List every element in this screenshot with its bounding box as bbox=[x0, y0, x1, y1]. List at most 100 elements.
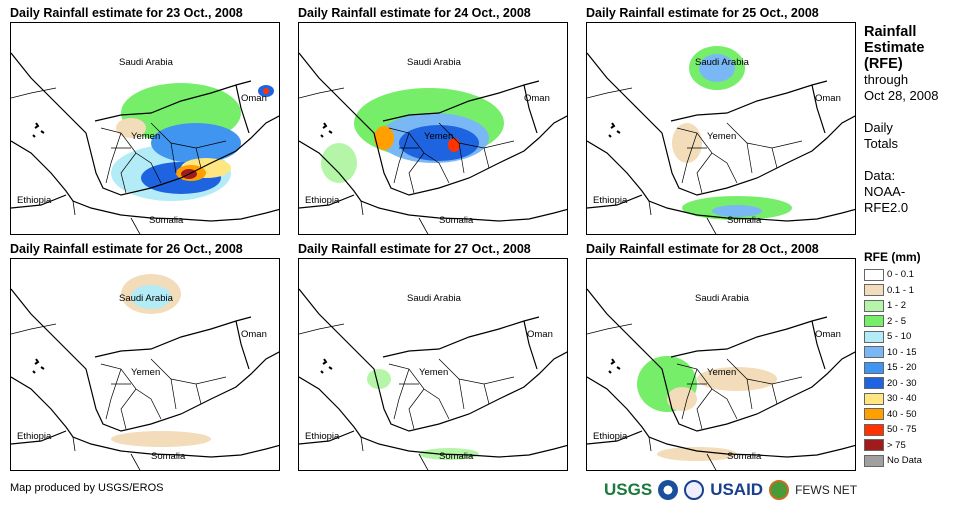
legend-item: 1 - 2 bbox=[864, 298, 922, 314]
legend-label: 30 - 40 bbox=[887, 393, 917, 405]
label-somalia: Somalia bbox=[727, 215, 762, 226]
map-panel-26: Saudi Arabia Yemen Oman Ethiopia Somalia bbox=[10, 258, 280, 471]
panel-title-23: Daily Rainfall estimate for 23 Oct., 200… bbox=[10, 6, 243, 20]
usaid-logo: USAID bbox=[710, 480, 764, 499]
legend-swatch bbox=[864, 423, 884, 436]
info-title-2: Estimate bbox=[864, 40, 925, 56]
legend-label: > 75 bbox=[887, 439, 906, 451]
info-daily: Daily bbox=[864, 120, 893, 135]
info-through: through bbox=[864, 72, 909, 87]
label-saudi-arabia: Saudi Arabia bbox=[695, 293, 749, 304]
legend-label: 10 - 15 bbox=[887, 346, 917, 358]
legend-swatch bbox=[864, 454, 884, 467]
legend-swatch bbox=[864, 330, 884, 343]
label-saudi-arabia: Saudi Arabia bbox=[407, 293, 461, 304]
legend-label: 20 - 30 bbox=[887, 377, 917, 389]
legend-item: 50 - 75 bbox=[864, 422, 922, 438]
label-saudi-arabia: Saudi Arabia bbox=[407, 57, 461, 68]
legend-item: > 75 bbox=[864, 438, 922, 454]
label-somalia: Somalia bbox=[149, 215, 184, 226]
label-ethiopia: Ethiopia bbox=[593, 195, 628, 206]
noaa-logo bbox=[658, 480, 679, 500]
legend-label: 1 - 2 bbox=[887, 300, 907, 312]
label-oman: Oman bbox=[815, 93, 841, 104]
footer-credit: Map produced by USGS/EROS bbox=[10, 482, 164, 494]
label-oman: Oman bbox=[524, 93, 550, 104]
legend-swatch bbox=[864, 299, 884, 312]
legend-swatch bbox=[864, 392, 884, 405]
map-panel-24: Saudi Arabia Yemen Oman Ethiopia Somalia bbox=[298, 22, 568, 235]
info-data: Data: bbox=[864, 168, 896, 183]
panel-title-27: Daily Rainfall estimate for 27 Oct., 200… bbox=[298, 242, 531, 256]
legend-item: 0 - 0.1 bbox=[864, 267, 922, 283]
label-ethiopia: Ethiopia bbox=[305, 431, 340, 442]
legend: RFE (mm) 0 - 0.1 0.1 - 1 1 - 2 2 - 5 5 - 10 1… bbox=[864, 250, 922, 469]
info-source-1: NOAA- bbox=[864, 184, 906, 199]
rainfall-map bbox=[587, 288, 855, 470]
legend-item: 2 - 5 bbox=[864, 314, 922, 330]
legend-swatch bbox=[864, 361, 884, 374]
map-info: Rainfall Estimate (RFE) through Oct 28, … bbox=[864, 24, 938, 216]
legend-swatch bbox=[864, 377, 884, 390]
panel-title-25: Daily Rainfall estimate for 25 Oct., 200… bbox=[586, 6, 819, 20]
info-totals: Totals bbox=[864, 136, 898, 151]
info-title-1: Rainfall bbox=[864, 24, 917, 40]
rainfall-map bbox=[587, 46, 855, 234]
legend-label: 0.1 - 1 bbox=[887, 284, 914, 296]
legend-item: 5 - 10 bbox=[864, 329, 922, 345]
logos: USGS USAID FEWS NET bbox=[604, 480, 857, 500]
label-yemen: Yemen bbox=[131, 131, 161, 142]
label-yemen: Yemen bbox=[419, 367, 449, 378]
legend-swatch bbox=[864, 346, 884, 359]
legend-label: 50 - 75 bbox=[887, 424, 917, 436]
legend-item: 15 - 20 bbox=[864, 360, 922, 376]
label-yemen: Yemen bbox=[131, 367, 161, 378]
label-ethiopia: Ethiopia bbox=[305, 195, 340, 206]
legend-item: 40 - 50 bbox=[864, 407, 922, 423]
label-ethiopia: Ethiopia bbox=[17, 431, 52, 442]
label-oman: Oman bbox=[241, 93, 267, 104]
panel-title-28: Daily Rainfall estimate for 28 Oct., 200… bbox=[586, 242, 819, 256]
legend-label: No Data bbox=[887, 455, 922, 467]
info-title-3: (RFE) bbox=[864, 56, 903, 72]
legend-label: 0 - 0.1 bbox=[887, 269, 914, 281]
label-oman: Oman bbox=[527, 329, 553, 340]
map-panel-25: Saudi Arabia Yemen Oman Ethiopia Somalia bbox=[586, 22, 856, 235]
legend-item: 30 - 40 bbox=[864, 391, 922, 407]
panel-title-26: Daily Rainfall estimate for 26 Oct., 200… bbox=[10, 242, 243, 256]
legend-label: 40 - 50 bbox=[887, 408, 917, 420]
label-saudi-arabia: Saudi Arabia bbox=[695, 57, 749, 68]
label-oman: Oman bbox=[241, 329, 267, 340]
legend-swatch bbox=[864, 408, 884, 421]
legend-label: 15 - 20 bbox=[887, 362, 917, 374]
rainfall-map bbox=[299, 288, 567, 470]
usaid-seal bbox=[684, 480, 705, 500]
fews-globe-icon bbox=[769, 480, 790, 500]
label-somalia: Somalia bbox=[151, 451, 186, 462]
legend-title: RFE (mm) bbox=[864, 250, 921, 264]
legend-swatch bbox=[864, 439, 884, 452]
rainfall-map bbox=[11, 274, 279, 470]
legend-label: 2 - 5 bbox=[887, 315, 907, 327]
label-somalia: Somalia bbox=[727, 451, 762, 462]
label-oman: Oman bbox=[815, 329, 841, 340]
label-yemen: Yemen bbox=[707, 131, 737, 142]
rainfall-map bbox=[299, 52, 567, 234]
info-source-2: RFE2.0 bbox=[864, 200, 909, 215]
rainfall-map bbox=[11, 52, 279, 234]
panel-title-24: Daily Rainfall estimate for 24 Oct., 200… bbox=[298, 6, 531, 20]
map-panel-23: Saudi Arabia Yemen Oman Ethiopia Somalia bbox=[10, 22, 280, 235]
legend-swatch bbox=[864, 315, 884, 328]
legend-swatch bbox=[864, 268, 884, 281]
label-ethiopia: Ethiopia bbox=[17, 195, 52, 206]
map-panel-28: Saudi Arabia Yemen Oman Ethiopia Somalia bbox=[586, 258, 856, 471]
label-somalia: Somalia bbox=[439, 215, 474, 226]
legend-swatch bbox=[864, 284, 884, 297]
label-yemen: Yemen bbox=[707, 367, 737, 378]
label-saudi-arabia: Saudi Arabia bbox=[119, 293, 173, 304]
label-ethiopia: Ethiopia bbox=[593, 431, 628, 442]
label-somalia: Somalia bbox=[439, 451, 474, 462]
info-date: Oct 28, 2008 bbox=[864, 88, 939, 103]
label-yemen: Yemen bbox=[424, 131, 454, 142]
usgs-logo: USGS bbox=[604, 480, 653, 499]
